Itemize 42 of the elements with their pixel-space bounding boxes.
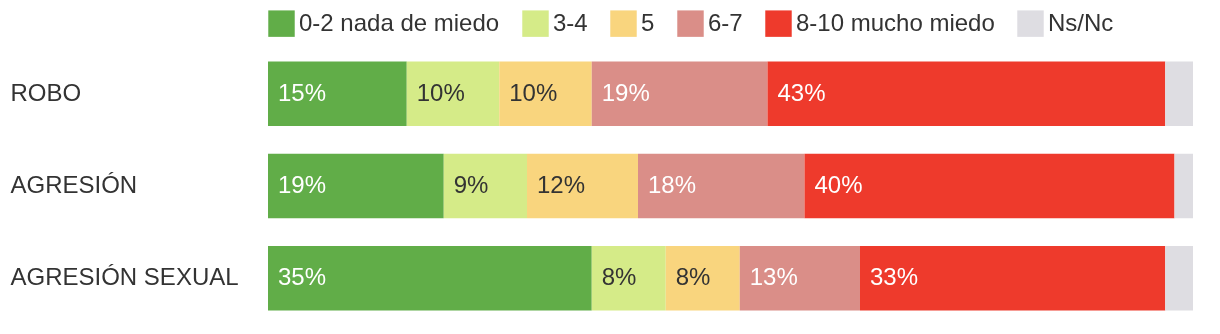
- bar: [443, 153, 527, 219]
- data-label: 40%: [814, 171, 863, 198]
- bar: [268, 245, 592, 311]
- bar: [527, 153, 638, 219]
- bar: [665, 245, 740, 311]
- bar: [1174, 153, 1193, 219]
- bar: [638, 153, 805, 219]
- legend-label: 6-7: [708, 8, 743, 36]
- data-label: 19%: [601, 78, 650, 106]
- bar: [406, 61, 500, 127]
- data-label: 33%: [870, 263, 919, 291]
- bar: [804, 153, 1175, 219]
- data-label: 12%: [537, 171, 586, 198]
- data-label: 15%: [278, 78, 327, 106]
- bar: [591, 61, 768, 127]
- bar: [591, 245, 666, 311]
- data-label: 43%: [777, 78, 826, 106]
- legend-label: Ns/Nc: [1048, 8, 1114, 36]
- bar: [1165, 245, 1193, 311]
- bar: [860, 245, 1166, 311]
- data-label: 9%: [453, 171, 489, 198]
- data-label: 13%: [749, 263, 798, 291]
- bar: [268, 153, 444, 219]
- y-tick-label: AGRESIÓN: [10, 171, 138, 198]
- data-label: 18%: [648, 171, 697, 198]
- bar: [767, 61, 1166, 127]
- data-label: 8%: [675, 263, 711, 291]
- legend-label: 0-2 nada de miedo: [299, 8, 500, 36]
- legend-label: 8-10 mucho miedo: [796, 8, 995, 36]
- legend-label: 3-4: [553, 8, 588, 36]
- legend-label: 5: [641, 8, 655, 36]
- data-label: 19%: [278, 171, 327, 198]
- bar: [499, 61, 592, 127]
- y-tick-label: AGRESIÓN SEXUAL: [10, 263, 239, 291]
- bar: [1165, 61, 1193, 127]
- y-tick-label: ROBO: [10, 78, 82, 106]
- bar: [268, 61, 407, 127]
- data-label: 10%: [416, 78, 465, 106]
- bar: [739, 245, 860, 311]
- data-label: 35%: [278, 263, 327, 291]
- data-label: 10%: [509, 78, 558, 106]
- data-label: 8%: [601, 263, 637, 291]
